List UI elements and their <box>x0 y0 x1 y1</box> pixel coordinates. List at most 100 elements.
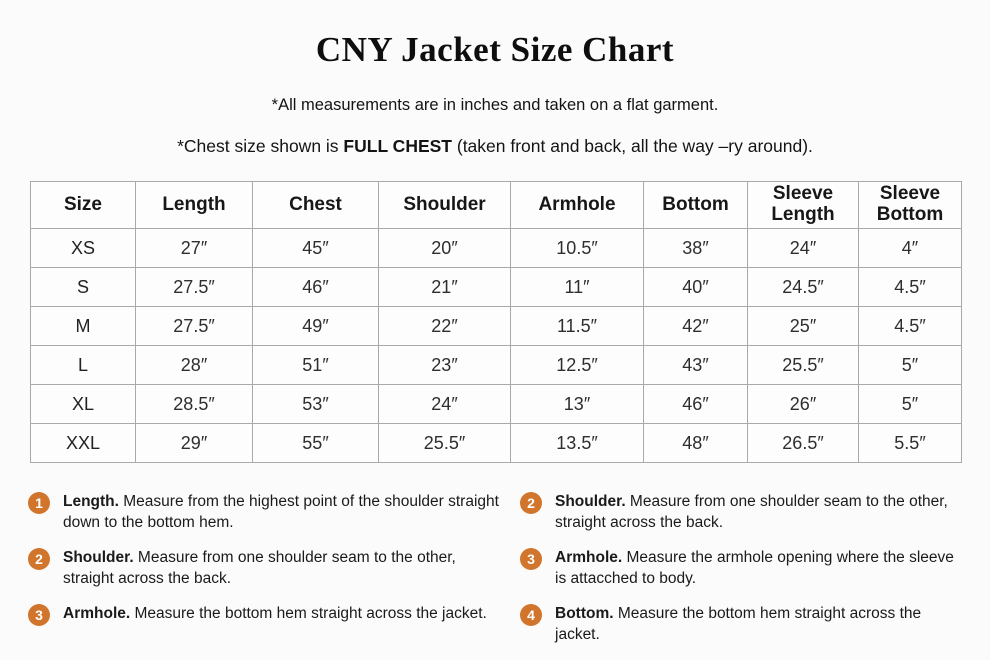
instruction-text: Shoulder. Measure from one shoulder seam… <box>555 491 962 533</box>
instruction-term: Bottom. <box>555 605 614 622</box>
size-cell: XL <box>30 384 136 424</box>
measurement-cell: 21″ <box>378 267 511 307</box>
measurement-cell: 12.5″ <box>510 345 644 385</box>
size-cell: S <box>30 267 136 307</box>
page-title: CNY Jacket Size Chart <box>315 30 675 69</box>
header-chest: Chest <box>252 181 379 229</box>
measurement-cell: 23″ <box>378 345 511 385</box>
table-row: L 28″ 51″ 23″ 12.5″ 43″ 25.5″ 5″ <box>30 345 962 385</box>
measurement-cell: 46″ <box>252 267 379 307</box>
instruction-text: Shoulder. Measure from one shoulder seam… <box>63 547 502 589</box>
size-cell: XXL <box>30 423 136 463</box>
instruction-text: Bottom. Measure the bottom hem straight … <box>555 603 962 645</box>
chest-note-bold: FULL CHEST <box>343 136 452 156</box>
instruction-body: Measure from the highest point of the sh… <box>63 493 499 531</box>
number-badge: 3 <box>520 548 542 570</box>
measurement-cell: 25.5″ <box>747 345 859 385</box>
measurement-cell: 24″ <box>378 384 511 424</box>
size-cell: L <box>30 345 136 385</box>
table-row: XL 28.5″ 53″ 24″ 13″ 46″ 26″ 5″ <box>30 384 962 424</box>
list-item: 2 Shoulder. Measure from one shoulder se… <box>520 491 980 533</box>
measurement-cell: 43″ <box>643 345 748 385</box>
header-sleeve-length: Sleeve Length <box>747 181 859 229</box>
measurement-cell: 5″ <box>858 384 962 424</box>
measurement-cell: 49″ <box>252 306 379 346</box>
measurement-cell: 28.5″ <box>135 384 253 424</box>
measurement-cell: 5.5″ <box>858 423 962 463</box>
measurement-cell: 26.5″ <box>747 423 859 463</box>
measurement-cell: 27.5″ <box>135 306 253 346</box>
list-item: 4 Bottom. Measure the bottom hem straigh… <box>520 603 980 645</box>
instructions-right-column: 2 Shoulder. Measure from one shoulder se… <box>520 491 980 659</box>
instruction-text: Armhole. Measure the armhole opening whe… <box>555 547 962 589</box>
measurement-cell: 4″ <box>858 228 962 268</box>
measurement-cell: 13″ <box>510 384 644 424</box>
instruction-term: Shoulder. <box>555 493 626 510</box>
size-cell: XS <box>30 228 136 268</box>
table-row: M 27.5″ 49″ 22″ 11.5″ 42″ 25″ 4.5″ <box>30 306 962 346</box>
header-shoulder: Shoulder <box>378 181 511 229</box>
measurement-cell: 5″ <box>858 345 962 385</box>
instruction-term: Armhole. <box>555 549 623 566</box>
measurement-cell: 45″ <box>252 228 379 268</box>
header-size: Size <box>30 181 136 229</box>
instruction-term: Armhole. <box>63 605 131 622</box>
measurement-cell: 40″ <box>643 267 748 307</box>
size-chart-table: Size Length Chest Shoulder Armhole Botto… <box>30 181 962 463</box>
measurement-note: *All measurements are in inches and take… <box>271 96 719 114</box>
measurement-cell: 4.5″ <box>858 306 962 346</box>
list-item: 3 Armhole. Measure the bottom hem straig… <box>28 603 520 626</box>
instructions-left-column: 1 Length. Measure from the highest point… <box>28 491 520 659</box>
measurement-cell: 11.5″ <box>510 306 644 346</box>
measurement-cell: 29″ <box>135 423 253 463</box>
number-badge: 1 <box>28 492 50 514</box>
table-header-row: Size Length Chest Shoulder Armhole Botto… <box>30 181 962 229</box>
measurement-cell: 25.5″ <box>378 423 511 463</box>
measurement-cell: 53″ <box>252 384 379 424</box>
measurement-cell: 24″ <box>747 228 859 268</box>
measurement-cell: 20″ <box>378 228 511 268</box>
measurement-cell: 27″ <box>135 228 253 268</box>
instruction-body: Measure from one shoulder seam to the ot… <box>63 549 456 587</box>
measurement-cell: 48″ <box>643 423 748 463</box>
header-sleeve-bottom: Sleeve Bottom <box>858 181 962 229</box>
list-item: 1 Length. Measure from the highest point… <box>28 491 520 533</box>
measurement-cell: 38″ <box>643 228 748 268</box>
instruction-text: Armhole. Measure the bottom hem straight… <box>63 603 487 624</box>
measurement-cell: 42″ <box>643 306 748 346</box>
header-bottom: Bottom <box>643 181 748 229</box>
measurement-cell: 4.5″ <box>858 267 962 307</box>
measurement-cell: 22″ <box>378 306 511 346</box>
measurement-cell: 13.5″ <box>510 423 644 463</box>
header-armhole: Armhole <box>510 181 644 229</box>
number-badge: 3 <box>28 604 50 626</box>
instruction-body: Measure the bottom hem straight across t… <box>555 605 922 643</box>
measurement-cell: 24.5″ <box>747 267 859 307</box>
list-item: 2 Shoulder. Measure from one shoulder se… <box>28 547 520 589</box>
number-badge: 2 <box>28 548 50 570</box>
measurement-cell: 26″ <box>747 384 859 424</box>
instruction-term: Length. <box>63 493 119 510</box>
table-row: XS 27″ 45″ 20″ 10.5″ 38″ 24″ 4″ <box>30 228 962 268</box>
measurement-cell: 28″ <box>135 345 253 385</box>
measurement-cell: 51″ <box>252 345 379 385</box>
number-badge: 2 <box>520 492 542 514</box>
table-row: S 27.5″ 46″ 21″ 11″ 40″ 24.5″ 4.5″ <box>30 267 962 307</box>
instruction-body: Measure from one shoulder seam to the ot… <box>555 493 948 531</box>
table-row: XXL 29″ 55″ 25.5″ 13.5″ 48″ 26.5″ 5.5″ <box>30 423 962 463</box>
measurement-instructions: 1 Length. Measure from the highest point… <box>0 491 990 659</box>
measurement-cell: 27.5″ <box>135 267 253 307</box>
list-item: 3 Armhole. Measure the armhole opening w… <box>520 547 980 589</box>
instruction-body: Measure the armhole opening where the sl… <box>555 549 954 587</box>
header-length: Length <box>135 181 253 229</box>
measurement-cell: 11″ <box>510 267 644 307</box>
measurement-cell: 46″ <box>643 384 748 424</box>
measurement-cell: 10.5″ <box>510 228 644 268</box>
chest-size-note: *Chest size shown is FULL CHEST (taken f… <box>0 136 990 157</box>
instruction-text: Length. Measure from the highest point o… <box>63 491 502 533</box>
instruction-body: Measure the bottom hem straight across t… <box>130 605 487 622</box>
chest-note-prefix: *Chest size shown is <box>177 136 344 156</box>
size-cell: M <box>30 306 136 346</box>
chest-note-suffix: (taken front and back, all the way –ry a… <box>452 136 813 156</box>
